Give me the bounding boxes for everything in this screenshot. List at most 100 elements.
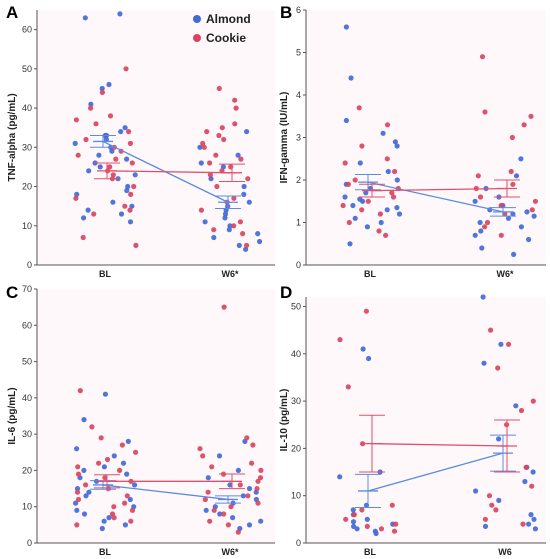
data-point-cookie <box>359 143 365 149</box>
data-point-almond <box>230 515 236 521</box>
data-point-cookie <box>131 183 137 190</box>
y-tick-label: 20 <box>22 182 32 192</box>
data-point-almond <box>342 194 348 200</box>
data-point-cookie <box>520 521 526 527</box>
data-point-almond <box>132 172 138 178</box>
data-point-almond <box>85 207 91 213</box>
data-point-cookie <box>488 327 494 333</box>
data-point-cookie <box>111 504 117 510</box>
data-point-almond <box>124 156 130 162</box>
data-point-cookie <box>393 521 399 527</box>
data-point-cookie <box>510 181 516 187</box>
data-point-almond <box>74 191 80 197</box>
data-point-cookie <box>340 202 346 209</box>
data-point-almond <box>354 526 360 532</box>
data-point-almond <box>364 516 370 522</box>
data-point-cookie <box>232 97 238 103</box>
data-point-almond <box>496 436 502 442</box>
data-point-cookie <box>493 507 499 513</box>
data-point-almond <box>524 209 530 215</box>
data-point-almond <box>394 205 400 211</box>
data-point-cookie <box>133 449 139 455</box>
data-point-almond <box>498 341 504 347</box>
data-point-cookie <box>77 388 83 394</box>
data-point-almond <box>235 152 241 158</box>
data-point-almond <box>129 203 135 209</box>
x-category-label: W6 <box>498 547 512 557</box>
data-point-almond <box>240 493 246 499</box>
data-point-cookie <box>91 211 97 217</box>
x-category-label: W6* <box>221 547 239 557</box>
data-point-cookie <box>245 176 251 182</box>
data-point-cookie <box>240 231 246 237</box>
y-axis-title: TNF-alpha (pg/mL) <box>7 93 18 181</box>
data-point-cookie <box>378 526 385 532</box>
data-point-cookie <box>530 398 536 404</box>
data-point-almond <box>530 469 536 475</box>
data-point-cookie <box>359 207 365 213</box>
x-category-label: BL <box>99 547 111 557</box>
data-point-cookie <box>237 482 243 488</box>
data-point-almond <box>478 228 484 234</box>
data-point-almond <box>74 507 80 513</box>
data-point-cookie <box>233 105 239 111</box>
plot-area <box>306 10 546 265</box>
data-point-almond <box>226 227 232 233</box>
data-point-cookie <box>343 516 349 522</box>
data-point-almond <box>205 475 211 481</box>
data-point-almond <box>88 101 94 107</box>
data-point-cookie <box>245 493 251 499</box>
data-point-almond <box>132 482 138 488</box>
data-point-cookie <box>113 156 119 162</box>
data-point-almond <box>347 241 353 247</box>
panel-letter: D <box>280 283 292 302</box>
data-point-almond <box>109 148 115 154</box>
data-point-cookie <box>228 164 234 170</box>
data-point-cookie <box>105 486 111 492</box>
data-point-almond <box>86 489 92 495</box>
data-point-cookie <box>255 500 261 506</box>
data-point-almond <box>385 168 391 175</box>
data-point-cookie <box>391 528 398 534</box>
data-point-cookie <box>75 152 81 158</box>
x-category-label: W6* <box>496 269 514 279</box>
data-point-cookie <box>104 456 111 463</box>
data-point-cookie <box>197 446 203 452</box>
data-point-almond <box>81 467 87 473</box>
data-point-almond <box>96 152 102 158</box>
x-category-label: BL <box>364 269 376 279</box>
data-point-cookie <box>202 496 208 503</box>
x-category-label: BL <box>364 547 376 557</box>
data-point-almond <box>363 190 369 196</box>
data-point-cookie <box>345 181 351 187</box>
y-tick-label: 20 <box>22 465 32 475</box>
data-point-cookie <box>128 191 134 197</box>
data-point-cookie <box>209 464 215 470</box>
data-point-almond <box>480 294 486 300</box>
legend-marker-almond <box>193 15 201 23</box>
data-point-cookie <box>122 500 128 506</box>
plot-area <box>37 289 275 543</box>
data-point-almond <box>227 223 233 229</box>
legend: Almond Cookie <box>193 12 251 45</box>
data-point-almond <box>110 199 116 205</box>
y-tick-label: 0 <box>27 260 32 270</box>
data-point-almond <box>83 493 89 499</box>
plot-area <box>37 10 275 265</box>
data-point-cookie <box>352 177 358 183</box>
data-point-cookie <box>88 105 94 111</box>
data-point-cookie <box>204 129 210 135</box>
data-point-cookie <box>73 117 79 123</box>
data-point-cookie <box>479 54 486 60</box>
data-point-cookie <box>384 122 391 128</box>
data-point-almond <box>479 245 485 251</box>
data-point-cookie <box>221 304 227 310</box>
data-point-cookie <box>477 194 484 200</box>
data-point-almond <box>243 246 249 252</box>
data-point-almond <box>518 156 524 162</box>
panel-a: A 0 10 20 30 40 50 60 TNF-alpha (pg/mL) BL W6* <box>6 3 275 279</box>
data-point-cookie <box>124 493 130 499</box>
data-point-cookie <box>377 211 383 217</box>
data-point-cookie <box>498 202 504 209</box>
data-point-cookie <box>523 464 529 470</box>
